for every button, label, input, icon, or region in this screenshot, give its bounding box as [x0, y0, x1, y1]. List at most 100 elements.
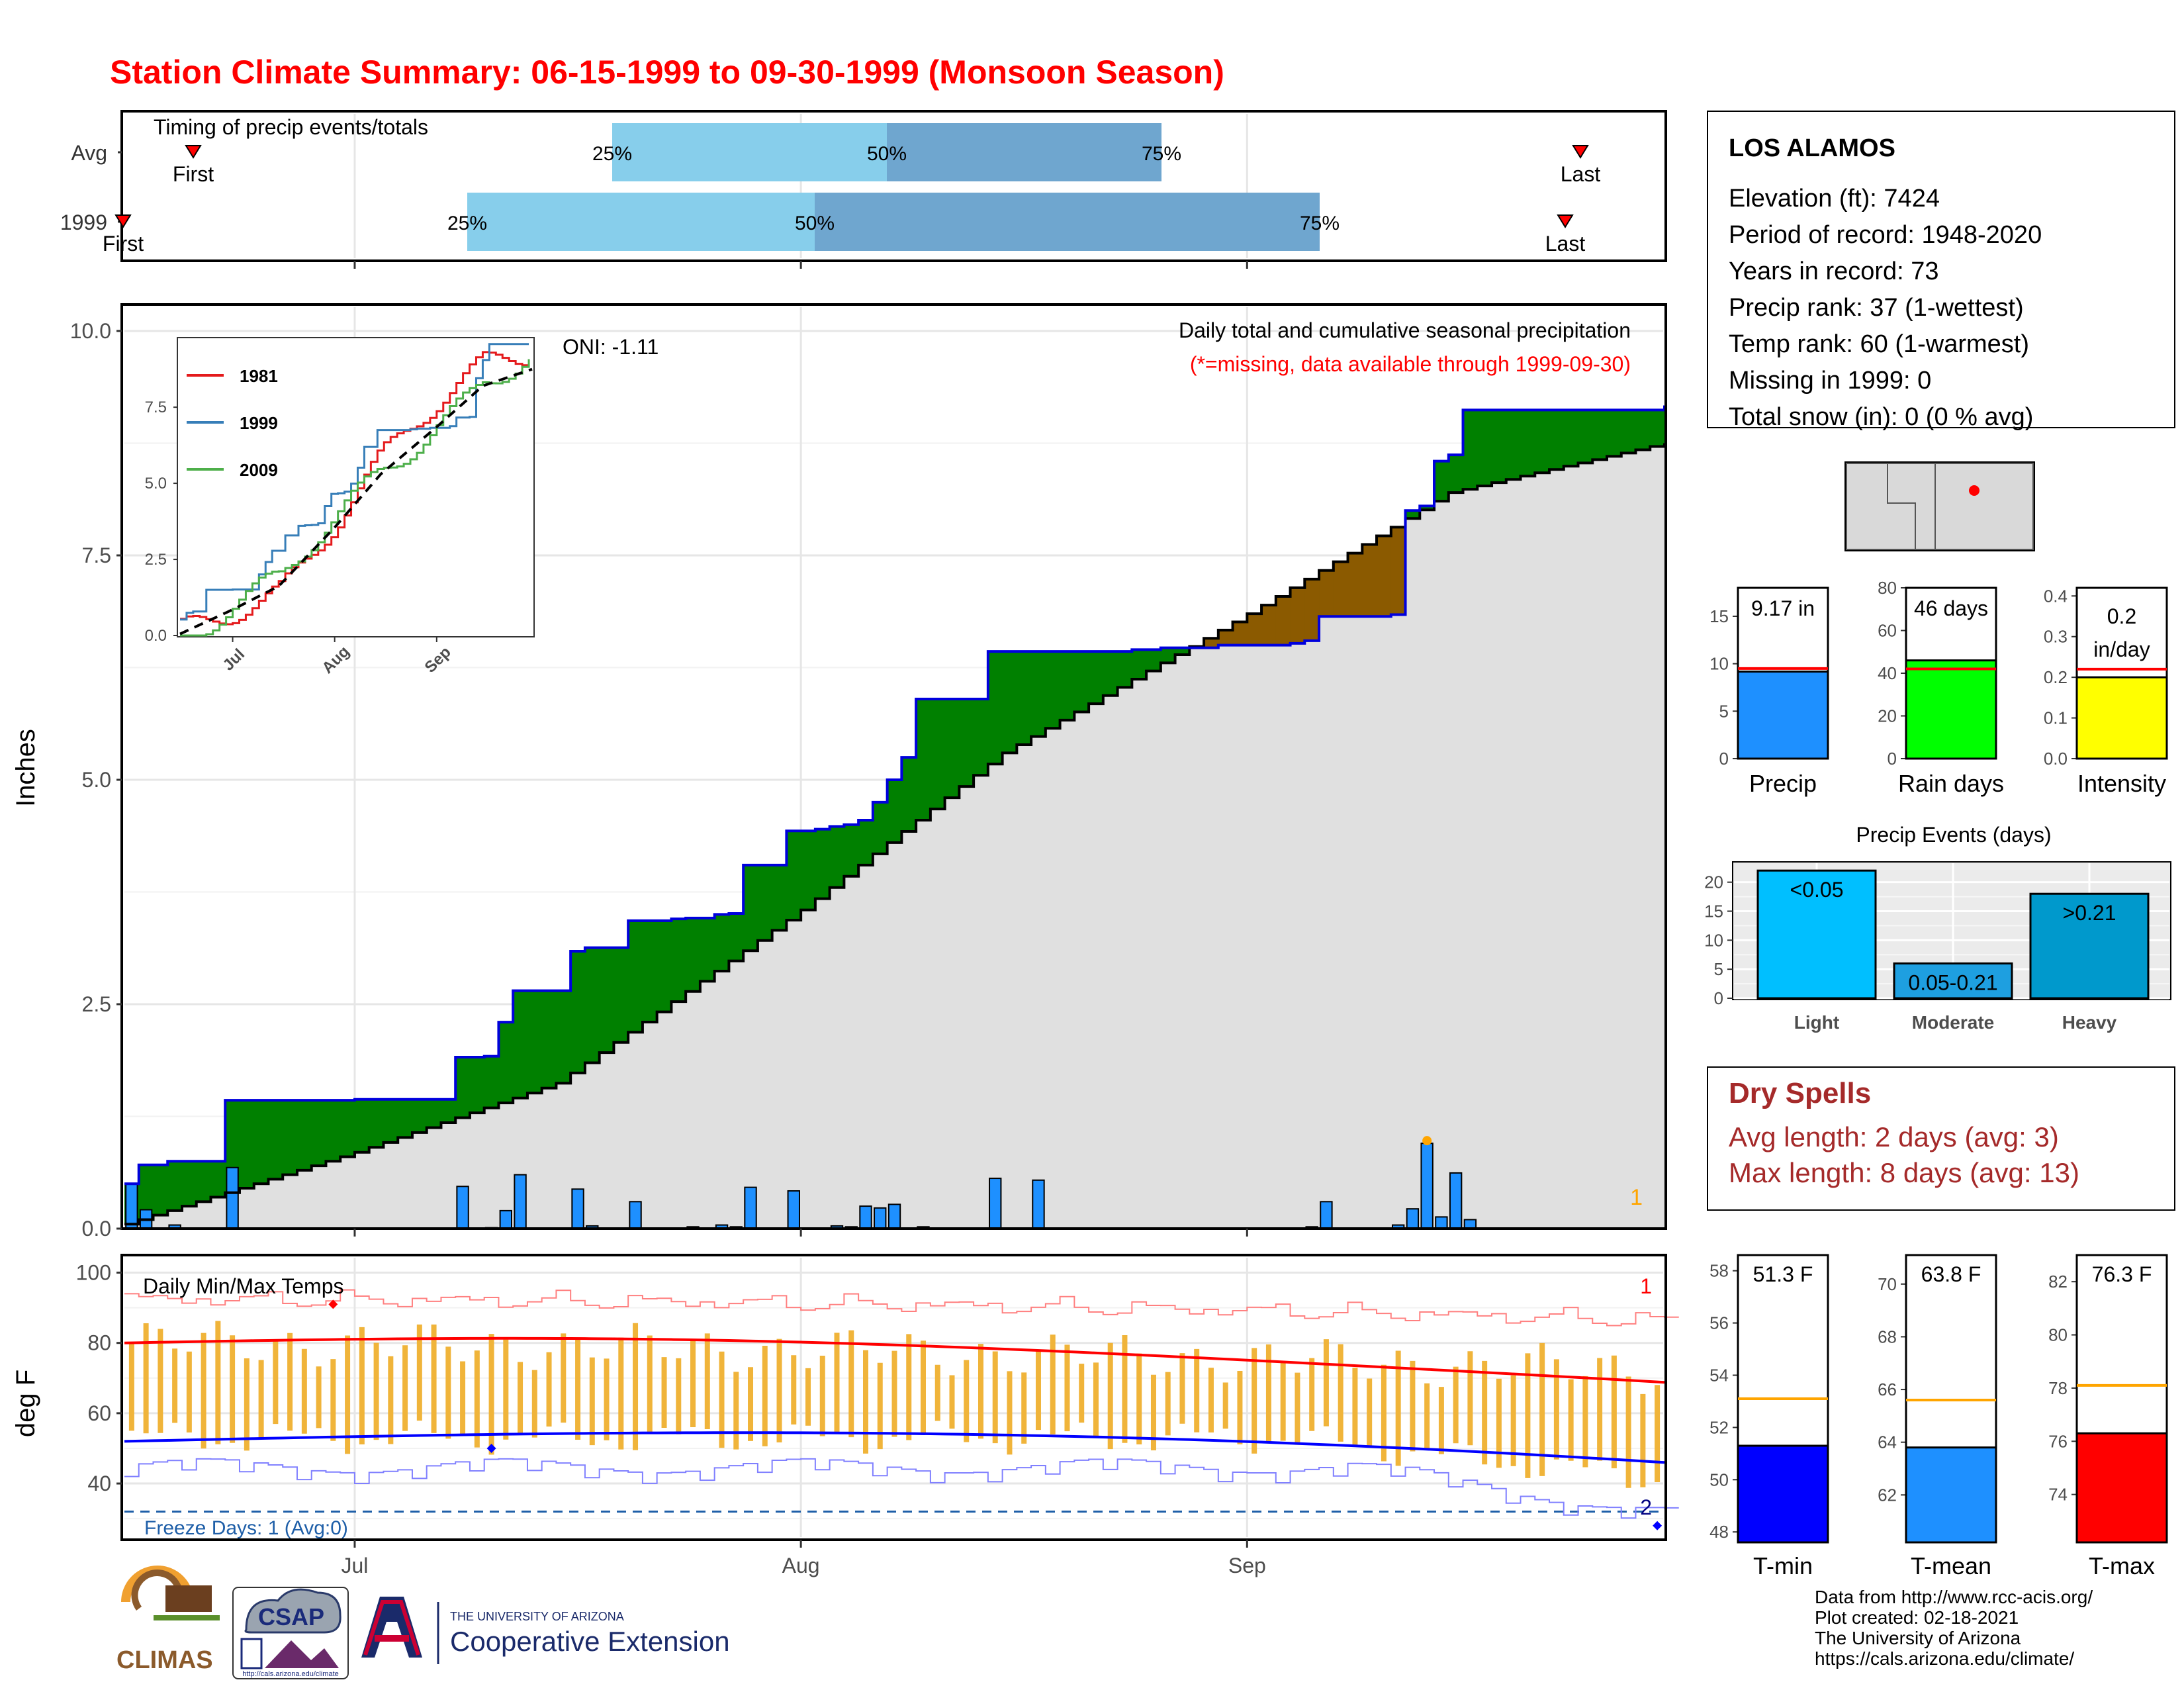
surplus-segment	[614, 947, 629, 1043]
precip-ytick-label: 10.0	[70, 319, 111, 343]
surplus-segment	[1535, 410, 1550, 473]
temp-bar-t-min	[1737, 1444, 1829, 1544]
daily-precip-bar	[859, 1205, 872, 1229]
temp-count-bottom: 2	[1640, 1495, 1652, 1519]
events-ytick-label: 0	[1714, 988, 1723, 1008]
surplus-segment	[815, 829, 831, 899]
inset-legend: 1981 1999 2009	[187, 366, 278, 480]
station-info-line: Period of record: 1948-2020	[1729, 221, 2042, 249]
surplus-segment	[340, 1100, 355, 1157]
station-location-marker	[1969, 485, 1979, 496]
mini-bar-value-label: 9.17 in	[1751, 596, 1815, 620]
surplus-segment	[1160, 647, 1176, 663]
temp-bar-ytick-label: 66	[1878, 1380, 1897, 1399]
surplus-segment	[743, 865, 758, 951]
temp-bar-ytick-label: 48	[1709, 1522, 1729, 1542]
average-min-temp-line	[124, 1431, 1665, 1464]
daily-precip-bar	[1406, 1208, 1420, 1229]
mini-bar-name: Intensity	[2077, 770, 2166, 797]
temp-bar-name: T-max	[2089, 1552, 2155, 1579]
record-high-marker	[328, 1299, 338, 1309]
temp-bar-name: T-min	[1753, 1552, 1813, 1579]
surplus-segment	[196, 1161, 212, 1202]
record-high-line	[124, 1289, 1679, 1327]
precip-ytick-label: 7.5	[82, 543, 111, 567]
x-axis-tick-label: Aug	[782, 1554, 820, 1577]
mini-bar-rain-days	[1905, 659, 1997, 760]
mini-bar-ytick-label: 0.4	[2044, 586, 2068, 606]
mini-bar-ytick-label: 60	[1878, 621, 1897, 641]
temp-bar-ytick-label: 80	[2048, 1325, 2068, 1345]
location-map	[1844, 461, 2035, 551]
surplus-segment	[181, 1161, 197, 1207]
surplus-segment	[1448, 455, 1464, 493]
surplus-segment	[844, 824, 859, 876]
mini-bar-ytick-label: 0.3	[2044, 627, 2068, 647]
daily-precip-bar	[1320, 1201, 1333, 1229]
inset-ytick-label: 2.5	[145, 551, 167, 569]
surplus-segment	[1074, 651, 1089, 712]
events-bar-label: <0.05	[1790, 878, 1844, 902]
surplus-segment	[1117, 651, 1133, 688]
daily-precip-bar	[125, 1183, 138, 1229]
deficit-segment	[1204, 638, 1219, 648]
timing-row-label: 1999	[60, 211, 107, 234]
surplus-segment	[786, 831, 801, 921]
surplus-segment	[757, 865, 773, 941]
temp-bar-value-label: 51.3 F	[1753, 1262, 1813, 1286]
station-info-line: Years in record: 73	[1729, 258, 1939, 285]
inset-average-line	[179, 367, 533, 635]
mini-bar-ytick-label: 5	[1719, 701, 1729, 721]
surplus-segment	[1031, 651, 1046, 737]
events-title: Precip Events (days)	[1856, 823, 2051, 847]
mini-bar-ytick-label: 10	[1709, 654, 1729, 674]
timing-p50-label: 50%	[795, 212, 835, 234]
timing-bar-25-50	[467, 193, 815, 251]
events-category-label: Heavy	[2062, 1012, 2117, 1033]
average-max-temp-line	[124, 1336, 1665, 1384]
timing-p50-label: 50%	[867, 143, 907, 165]
surplus-segment	[1089, 651, 1104, 704]
station-name: LOS ALAMOS	[1729, 134, 1895, 162]
daily-precip-bar	[1420, 1143, 1433, 1230]
mini-bar-name: Precip	[1749, 770, 1817, 797]
surplus-segment	[657, 920, 672, 1012]
surplus-segment	[714, 914, 730, 971]
footer-line: Data from http://www.rcc-acis.org/	[1815, 1587, 2093, 1607]
daily-precip-bar	[1463, 1219, 1477, 1229]
temp-bar-t-mean	[1905, 1446, 1997, 1544]
csap-url: http://cals.arizona.edu/climate	[242, 1670, 339, 1678]
temp-ytick-label: 60	[87, 1401, 111, 1425]
footer-line: The University of Arizona	[1815, 1628, 2021, 1648]
university-of-arizona-logo: THE UNIVERSITY OF ARIZONA Cooperative Ex…	[361, 1597, 730, 1664]
inset-line-1999	[180, 343, 529, 621]
surplus-segment	[1477, 410, 1492, 487]
surplus-segment	[1017, 651, 1032, 745]
timing-last-label: Last	[1545, 232, 1586, 256]
deficit-segment	[1275, 596, 1291, 645]
surplus-segment	[1175, 647, 1191, 655]
daily-precip-bar	[499, 1209, 513, 1230]
station-info-box: LOS ALAMOS Elevation (ft): 7424 Period of…	[1707, 111, 2175, 431]
mini-bar-ytick-label: 0	[1719, 749, 1729, 769]
surplus-segment	[1434, 461, 1449, 502]
x-axis-tick-label: Jul	[341, 1554, 369, 1577]
surplus-segment	[369, 1099, 385, 1148]
temp-bar-t-max	[2075, 1432, 2168, 1544]
mini-bar-ytick-label: 20	[1878, 706, 1897, 726]
surplus-segment	[729, 914, 744, 961]
surplus-segment	[398, 1099, 413, 1138]
timing-p75-label: 75%	[1300, 212, 1340, 234]
deficit-segment	[1333, 561, 1349, 617]
surplus-segment	[1463, 410, 1479, 490]
deficit-segment	[1218, 630, 1234, 645]
dry-spells-title: Dry Spells	[1729, 1077, 1871, 1109]
surplus-segment	[153, 1164, 169, 1215]
surplus-segment	[858, 820, 874, 865]
surplus-segment	[801, 831, 816, 910]
precip-ylabel: Inches	[11, 729, 40, 807]
timing-first-label: First	[173, 162, 214, 186]
deficit-segment	[1347, 553, 1363, 617]
surplus-segment	[930, 698, 946, 810]
